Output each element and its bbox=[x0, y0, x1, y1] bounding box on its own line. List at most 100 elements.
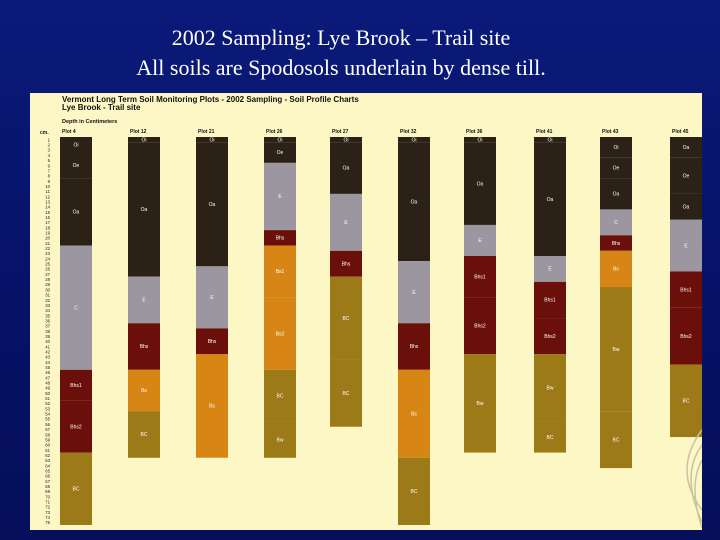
y-tick-label: 31 bbox=[45, 293, 50, 298]
horizon-label: Oa bbox=[477, 181, 484, 187]
horizon-layer bbox=[464, 354, 496, 453]
y-tick-label: 17 bbox=[45, 220, 50, 225]
profile-column: Plot 43 Oi Oe Oa C Bhs Bs Bw BC bbox=[600, 129, 632, 469]
horizon-layer bbox=[128, 369, 160, 412]
horizon-label: Oa bbox=[683, 205, 690, 211]
y-tick-label: 8 bbox=[48, 174, 51, 179]
y-tick-label: 63 bbox=[45, 458, 50, 463]
horizon-label: Oe bbox=[73, 163, 80, 169]
y-tick-label: 13 bbox=[45, 199, 50, 204]
y-tick-label: 56 bbox=[45, 422, 50, 427]
horizon-label: Bhs bbox=[342, 261, 351, 267]
horizon-layer bbox=[534, 137, 566, 143]
soil-profile-chart: Vermont Long Term Soil Monitoring Plots … bbox=[40, 95, 702, 525]
horizon-layer bbox=[128, 137, 160, 143]
horizon-layer bbox=[264, 421, 296, 458]
horizon-layer bbox=[600, 250, 632, 288]
horizon-label: C bbox=[614, 220, 618, 226]
horizon-layer bbox=[534, 255, 566, 282]
y-tick-label: 19 bbox=[45, 231, 50, 236]
horizon-layer bbox=[128, 142, 160, 277]
profile-column: Plot 26 Oi Oe E Bhs Bs1 Bs2 BC Bw bbox=[264, 129, 296, 458]
horizon-layer bbox=[196, 266, 228, 329]
horizon-layer bbox=[128, 411, 160, 458]
horizon-label: Oa bbox=[683, 145, 690, 151]
y-tick-label: 22 bbox=[45, 246, 50, 251]
horizon-label: Bs2 bbox=[276, 331, 285, 337]
horizon-label: Bs bbox=[411, 411, 417, 417]
y-tick-label: 62 bbox=[45, 453, 50, 458]
horizon-layer bbox=[670, 307, 702, 365]
horizon-layer bbox=[600, 411, 632, 469]
horizon-label: Oi bbox=[278, 137, 283, 143]
horizon-layer bbox=[464, 255, 496, 298]
chart-title: Vermont Long Term Soil Monitoring Plots … bbox=[62, 95, 359, 104]
y-tick-label: 54 bbox=[45, 412, 50, 417]
y-tick-label: 20 bbox=[45, 236, 50, 241]
y-tick-label: 2 bbox=[48, 143, 51, 148]
horizon-label: Oa bbox=[209, 202, 216, 208]
y-tick-label: 43 bbox=[45, 355, 50, 360]
y-tick-label: 64 bbox=[45, 463, 50, 468]
y-tick-label: 60 bbox=[45, 443, 50, 448]
y-tick-label: 9 bbox=[48, 179, 51, 184]
horizon-layer bbox=[264, 297, 296, 370]
y-tick-label: 7 bbox=[48, 168, 51, 173]
horizon-label: BC bbox=[277, 393, 284, 399]
horizon-layer bbox=[670, 364, 702, 438]
horizon-label: Bhs bbox=[612, 241, 621, 247]
plot-label: Plot 45 bbox=[672, 129, 689, 135]
horizon-label: Bhs bbox=[140, 344, 149, 350]
profile-column: Plot 32 Oi Oa E Bhs Bs BC bbox=[398, 129, 430, 525]
slide-title-line-2: All soils are Spodosols underlain by den… bbox=[136, 55, 546, 80]
y-tick-label: 61 bbox=[45, 448, 50, 453]
horizon-layer bbox=[600, 157, 632, 179]
soil-profile-chart-panel: Vermont Long Term Soil Monitoring Plots … bbox=[30, 93, 702, 530]
profile-column: Plot 4 Oi Oe Oa C Bhs1 Bhs2 BC bbox=[60, 129, 92, 525]
horizon-label: Oi bbox=[614, 145, 619, 151]
horizon-label: Bs bbox=[209, 404, 215, 410]
horizon-layer bbox=[60, 400, 92, 453]
y-tick-label: 23 bbox=[45, 251, 50, 256]
horizon-label: Bw bbox=[477, 401, 484, 407]
y-axis-ticks: 1234567891011121314151617181920212223242… bbox=[45, 137, 50, 525]
horizon-layer bbox=[60, 137, 92, 153]
horizon-layer bbox=[196, 354, 228, 458]
y-tick-label: 36 bbox=[45, 318, 50, 323]
y-tick-label: 70 bbox=[45, 494, 50, 499]
y-tick-label: 39 bbox=[45, 334, 50, 339]
horizon-layer bbox=[534, 318, 566, 355]
y-tick-label: 42 bbox=[45, 349, 50, 354]
y-tick-label: 40 bbox=[45, 339, 50, 344]
horizon-label: BC bbox=[547, 435, 554, 441]
plot-label: Plot 4 bbox=[62, 129, 76, 135]
horizon-label: Oa bbox=[411, 199, 418, 205]
horizon-layer bbox=[464, 137, 496, 143]
horizon-layer bbox=[534, 281, 566, 319]
horizon-layer bbox=[600, 287, 632, 412]
y-axis-header: cm. bbox=[40, 130, 49, 136]
horizon-layer bbox=[60, 369, 92, 401]
plot-label: Plot 12 bbox=[130, 129, 147, 135]
horizon-label: Bhs2 bbox=[680, 334, 692, 340]
y-tick-label: 37 bbox=[45, 324, 50, 329]
y-tick-label: 34 bbox=[45, 308, 50, 313]
horizon-layer bbox=[534, 142, 566, 256]
profile-column: Plot 36 Oi Oa E Bhs1 Bhs2 Bw bbox=[464, 129, 496, 453]
horizon-label: BC bbox=[613, 437, 620, 443]
y-tick-label: 33 bbox=[45, 303, 50, 308]
chart-subtitle: Lye Brook - Trail site bbox=[62, 103, 141, 112]
profile-column: Plot 27 Oi Oa E Bhs BC BC bbox=[330, 129, 362, 427]
horizon-label: E bbox=[412, 290, 416, 296]
horizon-label: BC bbox=[73, 486, 80, 492]
horizon-label: E bbox=[210, 295, 214, 301]
y-tick-label: 57 bbox=[45, 427, 50, 432]
horizon-layer bbox=[128, 276, 160, 324]
y-tick-label: 6 bbox=[48, 163, 51, 168]
horizon-layer bbox=[398, 261, 430, 324]
horizon-label: Bhs2 bbox=[474, 324, 486, 330]
horizon-label: Oe bbox=[613, 166, 620, 172]
y-tick-label: 55 bbox=[45, 417, 50, 422]
horizon-layer bbox=[196, 137, 228, 143]
plot-label: Plot 43 bbox=[602, 129, 619, 135]
